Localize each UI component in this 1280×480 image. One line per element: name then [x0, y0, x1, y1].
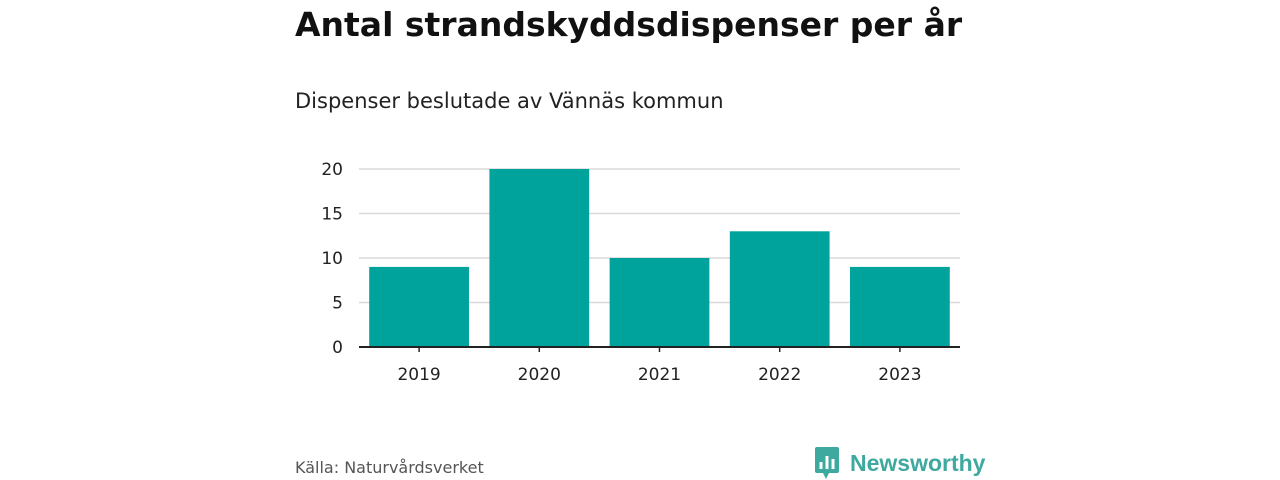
- bar-chart: 0 5 10 15 20 2019 2020 2021 2022 2023: [321, 160, 960, 385]
- chart-title: Antal strandskyddsdispenser per år: [295, 5, 963, 44]
- source-note: Källa: Naturvårdsverket: [295, 458, 484, 477]
- chart-subtitle: Dispenser beslutade av Vännäs kommun: [295, 89, 724, 113]
- x-tick-label: 2023: [878, 365, 921, 385]
- bar-2020: [489, 169, 590, 347]
- bar-2023: [850, 266, 950, 347]
- y-tick-label: 15: [321, 205, 343, 225]
- y-tick-label: 0: [332, 338, 343, 358]
- newsworthy-logo: Newsworthy: [814, 446, 985, 480]
- y-tick-label: 10: [321, 249, 343, 269]
- y-tick-label: 20: [321, 160, 343, 180]
- bar-2019: [369, 266, 469, 347]
- x-tick-label: 2020: [518, 365, 561, 385]
- y-tick-label: 5: [332, 294, 343, 314]
- bar-2021: [609, 258, 710, 347]
- x-tick-label: 2022: [758, 365, 801, 385]
- axes: 0 5 10 15 20 2019 2020 2021 2022 2023: [321, 160, 960, 385]
- x-tick-label: 2021: [638, 365, 681, 385]
- bars: [369, 169, 950, 347]
- brand-name: Newsworthy: [850, 450, 986, 476]
- bar-2022: [729, 231, 830, 347]
- x-tick-label: 2019: [397, 365, 440, 385]
- newsworthy-logo-icon: [815, 447, 839, 479]
